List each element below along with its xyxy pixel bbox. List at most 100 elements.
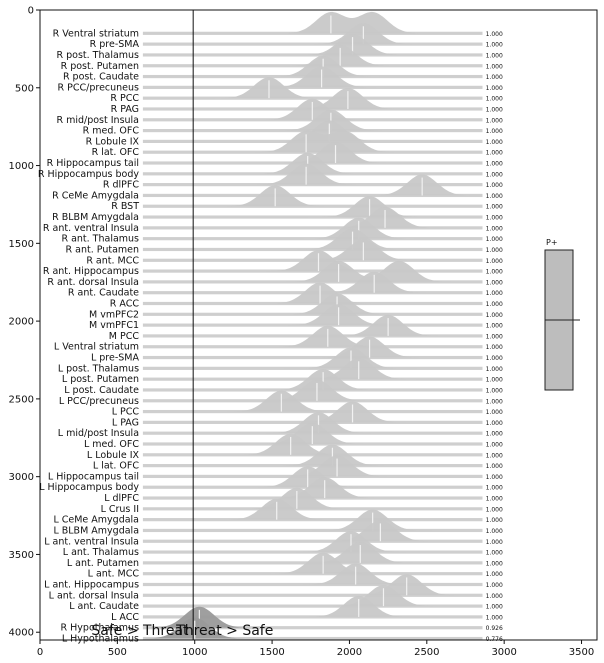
- ridge-density: [142, 574, 483, 596]
- roi-label: R ant. dorsal Insula: [47, 277, 139, 288]
- roi-label: L ant. Thalamus: [63, 547, 139, 558]
- ridge-density: [142, 552, 483, 574]
- ridge-baseline: [142, 269, 483, 273]
- y-tick-label: 1000: [9, 161, 34, 172]
- roi-label: R ant. Thalamus: [61, 234, 139, 245]
- ridge-density: [142, 444, 483, 466]
- plot-frame: [39, 9, 598, 641]
- axis-ticks: 0 500 1000 1500 2000 2500 3000 3500 0 500 1000 1500…: [9, 6, 595, 659]
- x-tick-label: 3000: [491, 647, 516, 658]
- x-tick-label: 3500: [569, 647, 594, 658]
- roi-label: R post. Thalamus: [57, 50, 140, 61]
- ridge-row: [142, 66, 483, 89]
- roi-label: L med. OFC: [84, 439, 139, 450]
- probability-label: 1.000: [486, 442, 503, 449]
- ridge-row: [142, 433, 483, 457]
- roi-label: L mid/post Insula: [58, 428, 139, 439]
- ridge-density: [142, 250, 483, 272]
- roi-label: R mid/post Insula: [56, 115, 139, 126]
- roi-label: L ACC: [111, 612, 139, 623]
- roi-label: L PCC/precuneus: [59, 396, 139, 407]
- roi-label: R ant. Hippocampus: [43, 266, 139, 277]
- roi-label: L ant. Hippocampus: [44, 579, 139, 590]
- roi-label: M vmPFC2: [89, 309, 139, 320]
- roi-label: L post. Putamen: [62, 374, 139, 385]
- ridge-density: [142, 617, 483, 639]
- probability-label: 1.000: [486, 323, 503, 330]
- probability-label: 1.000: [486, 539, 503, 546]
- roi-label: M PCC: [109, 331, 140, 342]
- probability-label: 1.000: [486, 128, 503, 135]
- ridge-row: [142, 423, 483, 446]
- probability-label: 1.000: [486, 236, 503, 243]
- ridge-row: [142, 498, 483, 522]
- probability-label: 1.000: [486, 333, 503, 340]
- roi-label: L Ventral striatum: [54, 342, 139, 353]
- ridge-density: [142, 293, 483, 315]
- ridge-layer: [142, 11, 483, 641]
- probability-label: 1.000: [486, 225, 503, 232]
- roi-label: R BLBM Amygdala: [52, 212, 139, 223]
- roi-label: R Hippocampus tail: [47, 158, 139, 169]
- ridge-density: [142, 55, 483, 77]
- roi-label: R lat. OFC: [92, 147, 140, 158]
- ridge-baseline: [142, 183, 483, 187]
- probability-label: 1.000: [486, 106, 503, 113]
- legend-label: P+: [546, 238, 558, 247]
- ridge-baseline: [142, 636, 483, 641]
- ridge-baseline: [142, 453, 483, 457]
- ridge-row: [142, 130, 483, 154]
- roi-label: R med. OFC: [83, 126, 140, 137]
- roi-label: R Hypothalamus: [61, 623, 140, 634]
- roi-label: R PAG: [111, 104, 139, 115]
- legend: P+: [544, 238, 580, 391]
- probability-label: 1.000: [486, 485, 503, 492]
- ridge-row: [142, 206, 483, 230]
- x-tick-label: 0: [37, 647, 43, 658]
- probability-label: 1.000: [486, 452, 503, 459]
- probability-label: 1.000: [486, 582, 503, 589]
- roi-label: L BLBM Amygdala: [53, 525, 139, 536]
- probability-label: 1.000: [486, 312, 503, 319]
- probability-label: 1.000: [486, 550, 503, 557]
- probability-label: 1.000: [486, 117, 503, 124]
- probability-label: 1.000: [486, 398, 503, 405]
- y-tick-label: 0: [28, 6, 34, 17]
- roi-label: R Lobule IX: [86, 136, 140, 147]
- roi-label: L Hippocampus body: [39, 482, 139, 493]
- ridge-row: [142, 552, 483, 576]
- x-tick-label: 500: [108, 647, 127, 658]
- probability-label: 1.000: [486, 387, 503, 394]
- ridge-row: [142, 250, 483, 273]
- ridge-row: [142, 196, 483, 219]
- probability-label: 1.000: [486, 204, 503, 211]
- roi-label: R Hippocampus body: [38, 169, 139, 180]
- ridge-row: [142, 185, 483, 208]
- x-tick-label: 2000: [337, 647, 362, 658]
- roi-label: R ant. ventral Insula: [43, 223, 139, 234]
- roi-label: L post. Thalamus: [58, 363, 139, 374]
- probability-label: 1.000: [486, 150, 503, 157]
- probability-label: 1.000: [486, 290, 503, 297]
- roi-label: L ant. Caudate: [69, 601, 139, 612]
- y-tick-label: 2000: [9, 317, 34, 328]
- roi-label: L PCC: [112, 407, 140, 418]
- ridge-density: [142, 109, 483, 131]
- probability-label: 1.000: [486, 215, 503, 222]
- ridge-row: [142, 617, 483, 641]
- y-tick-label: 1500: [9, 239, 34, 250]
- ridge-row: [142, 304, 483, 327]
- ridge-density: [142, 477, 483, 499]
- roi-label: R post. Caudate: [63, 72, 139, 83]
- ridge-density: [142, 487, 483, 509]
- ridge-baseline: [142, 301, 483, 306]
- ridge-density: [142, 369, 483, 390]
- ridge-baseline: [142, 31, 483, 35]
- x-label-safe-threat: Safe > Threat: [91, 623, 189, 639]
- probability-label: 1.000: [486, 560, 503, 567]
- x-tick-label: 2500: [414, 647, 439, 658]
- probability-label: 1.000: [486, 474, 503, 481]
- probability-label: 1.000: [486, 377, 503, 384]
- label-layer: R Ventral striatum 1.000 R pre-SMA 1.000 R p…: [38, 28, 503, 644]
- ridge-density: [142, 606, 483, 628]
